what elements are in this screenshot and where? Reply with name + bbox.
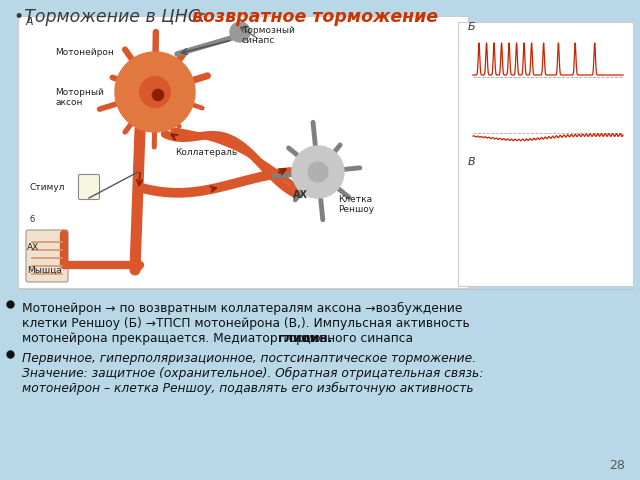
Circle shape xyxy=(140,77,170,107)
Text: Мотонейрон: Мотонейрон xyxy=(55,48,114,57)
Circle shape xyxy=(152,89,164,101)
Circle shape xyxy=(308,162,328,182)
Text: Мышца: Мышца xyxy=(27,266,61,275)
Text: б: б xyxy=(30,215,35,224)
Text: Коллатераль: Коллатераль xyxy=(175,148,237,157)
Circle shape xyxy=(115,52,195,132)
Text: возвратное торможение: возвратное торможение xyxy=(192,8,438,26)
Circle shape xyxy=(292,146,344,198)
Text: Клетка
Реншоу: Клетка Реншоу xyxy=(338,194,374,214)
Circle shape xyxy=(230,22,250,42)
Text: •Торможение в ЦНС:: •Торможение в ЦНС: xyxy=(14,8,211,26)
Text: А: А xyxy=(26,17,34,27)
Text: Моторный
аксон: Моторный аксон xyxy=(55,88,104,107)
Text: АХ: АХ xyxy=(293,190,308,200)
Text: Тормозный
синапс: Тормозный синапс xyxy=(242,25,295,45)
FancyBboxPatch shape xyxy=(18,16,468,288)
FancyBboxPatch shape xyxy=(79,175,99,200)
Text: АХ: АХ xyxy=(27,243,39,252)
Text: Первичное, гиперполяризационное, постсинаптическое торможение.: Первичное, гиперполяризационное, постсин… xyxy=(22,352,476,365)
Text: Стимул: Стимул xyxy=(30,183,65,192)
Text: глицин.: глицин. xyxy=(278,332,332,345)
Text: мотонейрон – клетка Реншоу, подавлять его избыточную активность: мотонейрон – клетка Реншоу, подавлять ег… xyxy=(22,382,474,395)
FancyBboxPatch shape xyxy=(458,22,633,286)
Text: Б: Б xyxy=(468,22,476,32)
Text: Значение: защитное (охранительное). Обратная отрицательная связь:: Значение: защитное (охранительное). Обра… xyxy=(22,367,483,380)
Text: клетки Реншоу (Б) →ТПСП мотонейрона (В,). Импульсная активность: клетки Реншоу (Б) →ТПСП мотонейрона (В,)… xyxy=(22,317,470,330)
FancyBboxPatch shape xyxy=(26,230,68,282)
Text: мотонейрона прекращается. Медиатор тормозного синапса: мотонейрона прекращается. Медиатор тормо… xyxy=(22,332,417,345)
Text: Мотонейрон → по возвратным коллатералям аксона →возбуждение: Мотонейрон → по возвратным коллатералям … xyxy=(22,302,462,315)
Text: 28: 28 xyxy=(609,459,625,472)
Text: В: В xyxy=(468,157,476,167)
